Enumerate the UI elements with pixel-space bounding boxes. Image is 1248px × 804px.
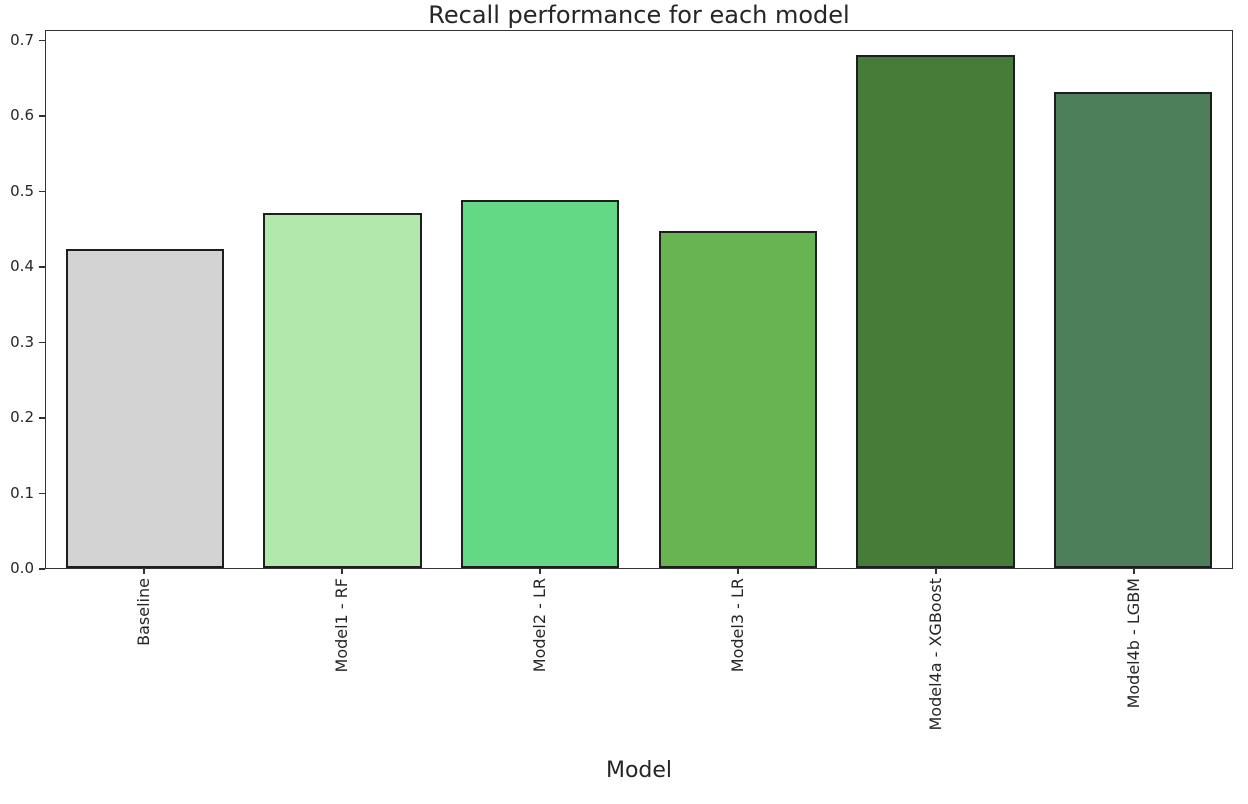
- x-tick-mark: [737, 569, 739, 574]
- y-tick-mark: [39, 568, 45, 570]
- y-tick-label: 0.1: [10, 483, 34, 502]
- y-tick-label: 0.0: [10, 559, 34, 577]
- x-tick-mark: [935, 569, 937, 574]
- y-tick-mark: [39, 417, 45, 419]
- bar-slot: [46, 31, 244, 568]
- x-tick-mark: [1133, 569, 1135, 574]
- bar-Model3 - LR: [658, 231, 817, 568]
- bar-Model2 - LR: [461, 199, 620, 568]
- y-tick-mark: [39, 115, 45, 117]
- x-tick-label-Baseline: Baseline: [134, 578, 153, 646]
- x-tick-label-Model4b - LGBM: Model4b - LGBM: [1124, 578, 1143, 709]
- bar-slot: [1034, 31, 1232, 568]
- y-tick-mark: [39, 492, 45, 495]
- x-axis-title: Model: [605, 758, 673, 783]
- y-tick-label: 0.6: [10, 106, 34, 125]
- bars-row: [46, 31, 1232, 568]
- x-tick-mark: [539, 569, 541, 574]
- y-tick-label: 0.4: [10, 257, 34, 276]
- bar-slot: [244, 31, 442, 568]
- bar-slot: [837, 31, 1035, 568]
- bar-slot: [441, 31, 639, 568]
- bar-slot: [639, 31, 837, 568]
- y-tick-label: 0.3: [10, 332, 34, 351]
- x-tick-mark: [143, 569, 145, 574]
- y-tick-label: 0.2: [10, 408, 34, 427]
- x-tick-label-Model3 - LR: Model3 - LR: [728, 578, 747, 673]
- bar-Baseline: [65, 248, 224, 568]
- x-tick-label-Model2 - LR: Model2 - LR: [530, 578, 549, 673]
- x-tick-label-Model1 - RF: Model1 - RF: [332, 578, 351, 673]
- y-tick-label: 0.7: [10, 30, 34, 49]
- y-tick-mark: [39, 39, 45, 42]
- y-tick-mark: [39, 190, 45, 193]
- x-tick-mark: [341, 569, 343, 574]
- bar-Model4a - XGBoost: [856, 54, 1015, 568]
- bar-Model1 - RF: [263, 213, 422, 568]
- y-tick-mark: [39, 341, 45, 344]
- plot-area: [45, 30, 1233, 569]
- chart-title: Recall performance for each model: [428, 1, 850, 29]
- x-tick-label-Model4a - XGBoost: Model4a - XGBoost: [926, 578, 945, 731]
- y-tick-label: 0.5: [10, 181, 34, 200]
- bar-Model4b - LGBM: [1054, 92, 1213, 568]
- y-tick-mark: [39, 266, 45, 268]
